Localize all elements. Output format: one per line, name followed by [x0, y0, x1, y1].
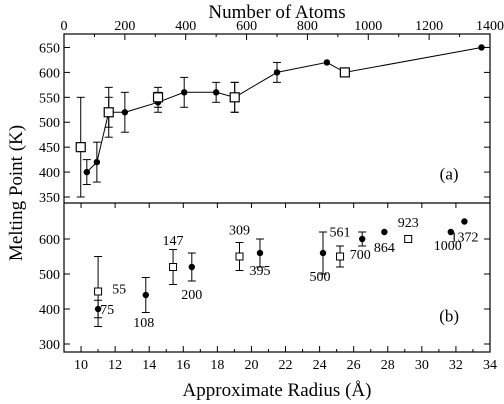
x-tick-label: 20 — [244, 358, 258, 373]
point-label: 864 — [374, 241, 395, 256]
x-tick-label: 30 — [415, 358, 429, 373]
data-point-circle-a — [323, 59, 331, 66]
x-tick-label: 22 — [279, 358, 293, 373]
point-label: 395 — [249, 264, 270, 279]
y-tick-label-b: 500 — [39, 268, 60, 283]
data-point-square-a — [339, 67, 350, 78]
data-point-square-a — [229, 92, 240, 103]
x-tick-label: 10 — [74, 358, 88, 373]
x-tick-label: 18 — [210, 358, 224, 373]
top-tick-label: 1000 — [354, 19, 382, 34]
data-point-circle-a — [93, 158, 101, 166]
data-point-circle-b — [142, 291, 149, 299]
y-tick-label-a: 400 — [39, 166, 60, 181]
y-tick-label-b: 300 — [39, 338, 60, 353]
chart-marks: 10 12 14 16 18 20 22 24 26 28 30 32 34 0 200 400 600 800 1… — [39, 19, 504, 373]
point-label: 700 — [350, 248, 371, 263]
data-point-square-a — [103, 107, 114, 118]
data-point-square-a — [75, 142, 86, 153]
x-tick-label: 16 — [176, 358, 190, 373]
top-tick-label: 600 — [236, 19, 257, 34]
data-point-square-a — [152, 92, 164, 103]
y-tick-label-b: 400 — [39, 303, 60, 318]
data-point-circle-b — [188, 263, 195, 271]
data-point-square-b — [169, 263, 178, 271]
x-tick-label: 12 — [108, 358, 122, 373]
top-tick-label: 0 — [61, 19, 68, 34]
data-point-circle-b — [381, 228, 388, 236]
point-label: 561 — [330, 226, 351, 241]
top-tick-label: 800 — [297, 19, 318, 34]
y-tick-label-a: 500 — [39, 116, 60, 131]
x-tick-label: 34 — [483, 358, 497, 373]
point-label: 200 — [181, 288, 202, 303]
data-point-circle-b — [256, 249, 264, 257]
point-label: 55 — [112, 283, 126, 298]
data-point-circle-a — [121, 109, 129, 116]
data-point-circle-a — [273, 69, 281, 76]
top-tick-label: 400 — [175, 19, 196, 34]
point-label: 500 — [310, 270, 331, 285]
top-tick-label: 1400 — [476, 19, 504, 34]
y-tick-label-a: 600 — [39, 66, 60, 81]
data-point-circle-a — [83, 168, 91, 176]
point-label: 309 — [229, 224, 250, 239]
data-point-square-b — [404, 235, 413, 243]
data-point-circle-b — [447, 228, 455, 236]
point-label: 75 — [100, 303, 114, 318]
data-point-circle-b — [359, 235, 366, 243]
y-tick-label-a: 350 — [39, 191, 60, 206]
x-tick-label: 32 — [449, 358, 463, 373]
data-point-circle-b — [461, 218, 468, 225]
data-point-square-b — [336, 252, 345, 261]
point-label: 1372 — [450, 231, 478, 246]
y-tick-label-a: 550 — [39, 91, 60, 106]
point-label: 147 — [163, 234, 184, 249]
x-tick-label: 14 — [142, 358, 156, 373]
point-label: 108 — [133, 316, 154, 331]
data-point-circle-b — [319, 249, 327, 257]
series-line-a — [86, 47, 482, 173]
top-axis-title: Number of Atoms — [208, 2, 345, 23]
y-axis-title: Melting Point (K) — [6, 125, 27, 261]
data-point-circle-a — [180, 89, 188, 96]
y-tick-label-a: 450 — [39, 141, 60, 156]
point-label: 1000 — [434, 239, 462, 254]
top-tick-label: 1200 — [415, 19, 443, 34]
data-point-circle-a — [478, 44, 485, 51]
y-tick-label-b: 600 — [39, 233, 60, 248]
data-point-square-b — [94, 287, 103, 296]
top-tick-label: 200 — [114, 19, 135, 34]
panel-a-tag: (a) — [440, 165, 459, 184]
y-tick-label-a: 650 — [39, 41, 60, 56]
point-label: 923 — [398, 216, 419, 231]
x-tick-label: 28 — [381, 358, 395, 373]
x-axis-title: Approximate Radius (Å) — [183, 380, 372, 401]
data-point-circle-a — [212, 89, 220, 96]
panel-b-tag: (b) — [439, 306, 459, 325]
x-tick-label: 24 — [313, 358, 327, 373]
x-tick-label: 26 — [347, 358, 361, 373]
data-point-square-b — [235, 252, 244, 261]
